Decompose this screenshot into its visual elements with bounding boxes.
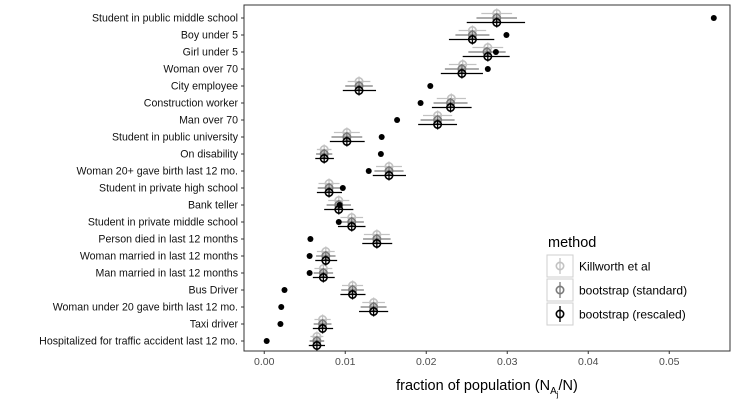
category-label: Hospitalized for traffic accident last 1… (39, 336, 238, 348)
legend-label: bootstrap (rescaled) (579, 308, 686, 322)
category-label: Student in public middle school (92, 13, 238, 25)
data-marks (263, 8, 717, 351)
category-label: Boy under 5 (181, 30, 238, 42)
estimate-circle (319, 154, 329, 164)
category-label: Man over 70 (179, 115, 238, 127)
estimate-circle (483, 42, 493, 52)
legend-key-circle (555, 285, 565, 295)
category-label: Woman 20+ gave birth last 12 mo. (77, 166, 238, 178)
category-label: Student in private high school (99, 183, 238, 195)
known-value-point (335, 219, 342, 225)
x-axis-title-tail: /N) (559, 378, 578, 394)
estimate-circle (312, 340, 322, 350)
category-label: Student in public university (112, 132, 239, 144)
category-label: Woman over 70 (163, 64, 238, 76)
category-label: On disability (180, 149, 238, 161)
estimate-circle (369, 306, 379, 316)
known-value-point (336, 202, 343, 208)
known-value-point (492, 49, 499, 55)
category-label: Girl under 5 (183, 47, 238, 59)
category-labels: Student in public middle school Boy under… (39, 13, 239, 348)
category-label: Bus Driver (189, 285, 239, 297)
estimate-circle (483, 51, 493, 61)
known-value-point (377, 151, 384, 157)
estimate-circle (372, 239, 382, 249)
estimate-circle (384, 171, 394, 181)
legend-label: Killworth et al (579, 260, 650, 274)
plot-panel-border (243, 4, 731, 352)
x-axis-title-sub: A (550, 386, 557, 397)
x-axis-title-sub2: j (556, 390, 559, 399)
known-value-point (394, 117, 401, 123)
legend-title: method (548, 235, 596, 251)
known-value-point (710, 15, 717, 21)
x-tick-label: 0.00 (254, 356, 275, 368)
category-label: Woman under 20 gave birth last 12 mo. (53, 302, 238, 314)
estimate-circle (467, 34, 477, 44)
legend-key-circle (555, 309, 565, 319)
estimate-circle (318, 272, 328, 282)
category-label: Person died in last 12 months (98, 234, 238, 246)
estimate-circle (321, 255, 331, 265)
known-value-point (427, 83, 434, 89)
category-label: Taxi driver (190, 319, 239, 331)
known-value-point (281, 287, 288, 293)
known-value-point (365, 168, 372, 174)
estimate-circle (458, 59, 468, 69)
estimate-circle (446, 103, 456, 113)
estimate-circle (342, 137, 352, 147)
estimate-circle (482, 47, 492, 57)
x-tick-label: 0.04 (578, 356, 599, 368)
known-value-point (278, 304, 285, 310)
x-axis-title-main: fraction of population (N (396, 378, 550, 394)
x-tick-label: 0.02 (416, 356, 437, 368)
known-value-point (307, 236, 314, 242)
known-value-point (378, 134, 385, 140)
category-label: City employee (171, 81, 238, 93)
known-value-point (503, 32, 510, 38)
x-tick-label: 0.05 (659, 356, 680, 368)
category-label: Bank teller (188, 200, 239, 212)
estimate-circle (457, 69, 467, 79)
estimate-circle (433, 120, 443, 130)
estimate-circle (492, 17, 502, 27)
known-value-point (484, 66, 491, 72)
known-value-point (306, 253, 313, 259)
category-label: Woman married in last 12 months (80, 251, 238, 263)
x-axis-title: fraction of population (NAj/N) (396, 378, 578, 399)
x-tick-label: 0.01 (335, 356, 356, 368)
known-value-point (306, 270, 313, 276)
estimate-circle (446, 94, 456, 104)
category-label: Student in private middle school (88, 217, 238, 229)
known-value-point (277, 321, 284, 327)
known-value-point (339, 185, 346, 191)
legend-label: bootstrap (standard) (579, 284, 687, 298)
estimate-circle (348, 289, 358, 299)
x-axis: 0.00 0.01 0.02 0.03 0.04 0.05 fraction of popu… (254, 351, 680, 399)
estimate-circle (354, 86, 364, 96)
estimate-circle (347, 222, 357, 232)
category-label: Man married in last 12 months (96, 268, 239, 280)
legend: method Killworth et al bootstrap (standard… (546, 235, 687, 326)
plot-panel (241, 4, 731, 352)
estimate-circle (318, 323, 328, 333)
estimate-circle (324, 188, 334, 198)
category-label: Construction worker (144, 98, 239, 110)
known-value-point (263, 338, 270, 344)
legend-key-circle (555, 261, 565, 271)
x-tick-label: 0.03 (497, 356, 518, 368)
known-value-point (417, 100, 424, 106)
